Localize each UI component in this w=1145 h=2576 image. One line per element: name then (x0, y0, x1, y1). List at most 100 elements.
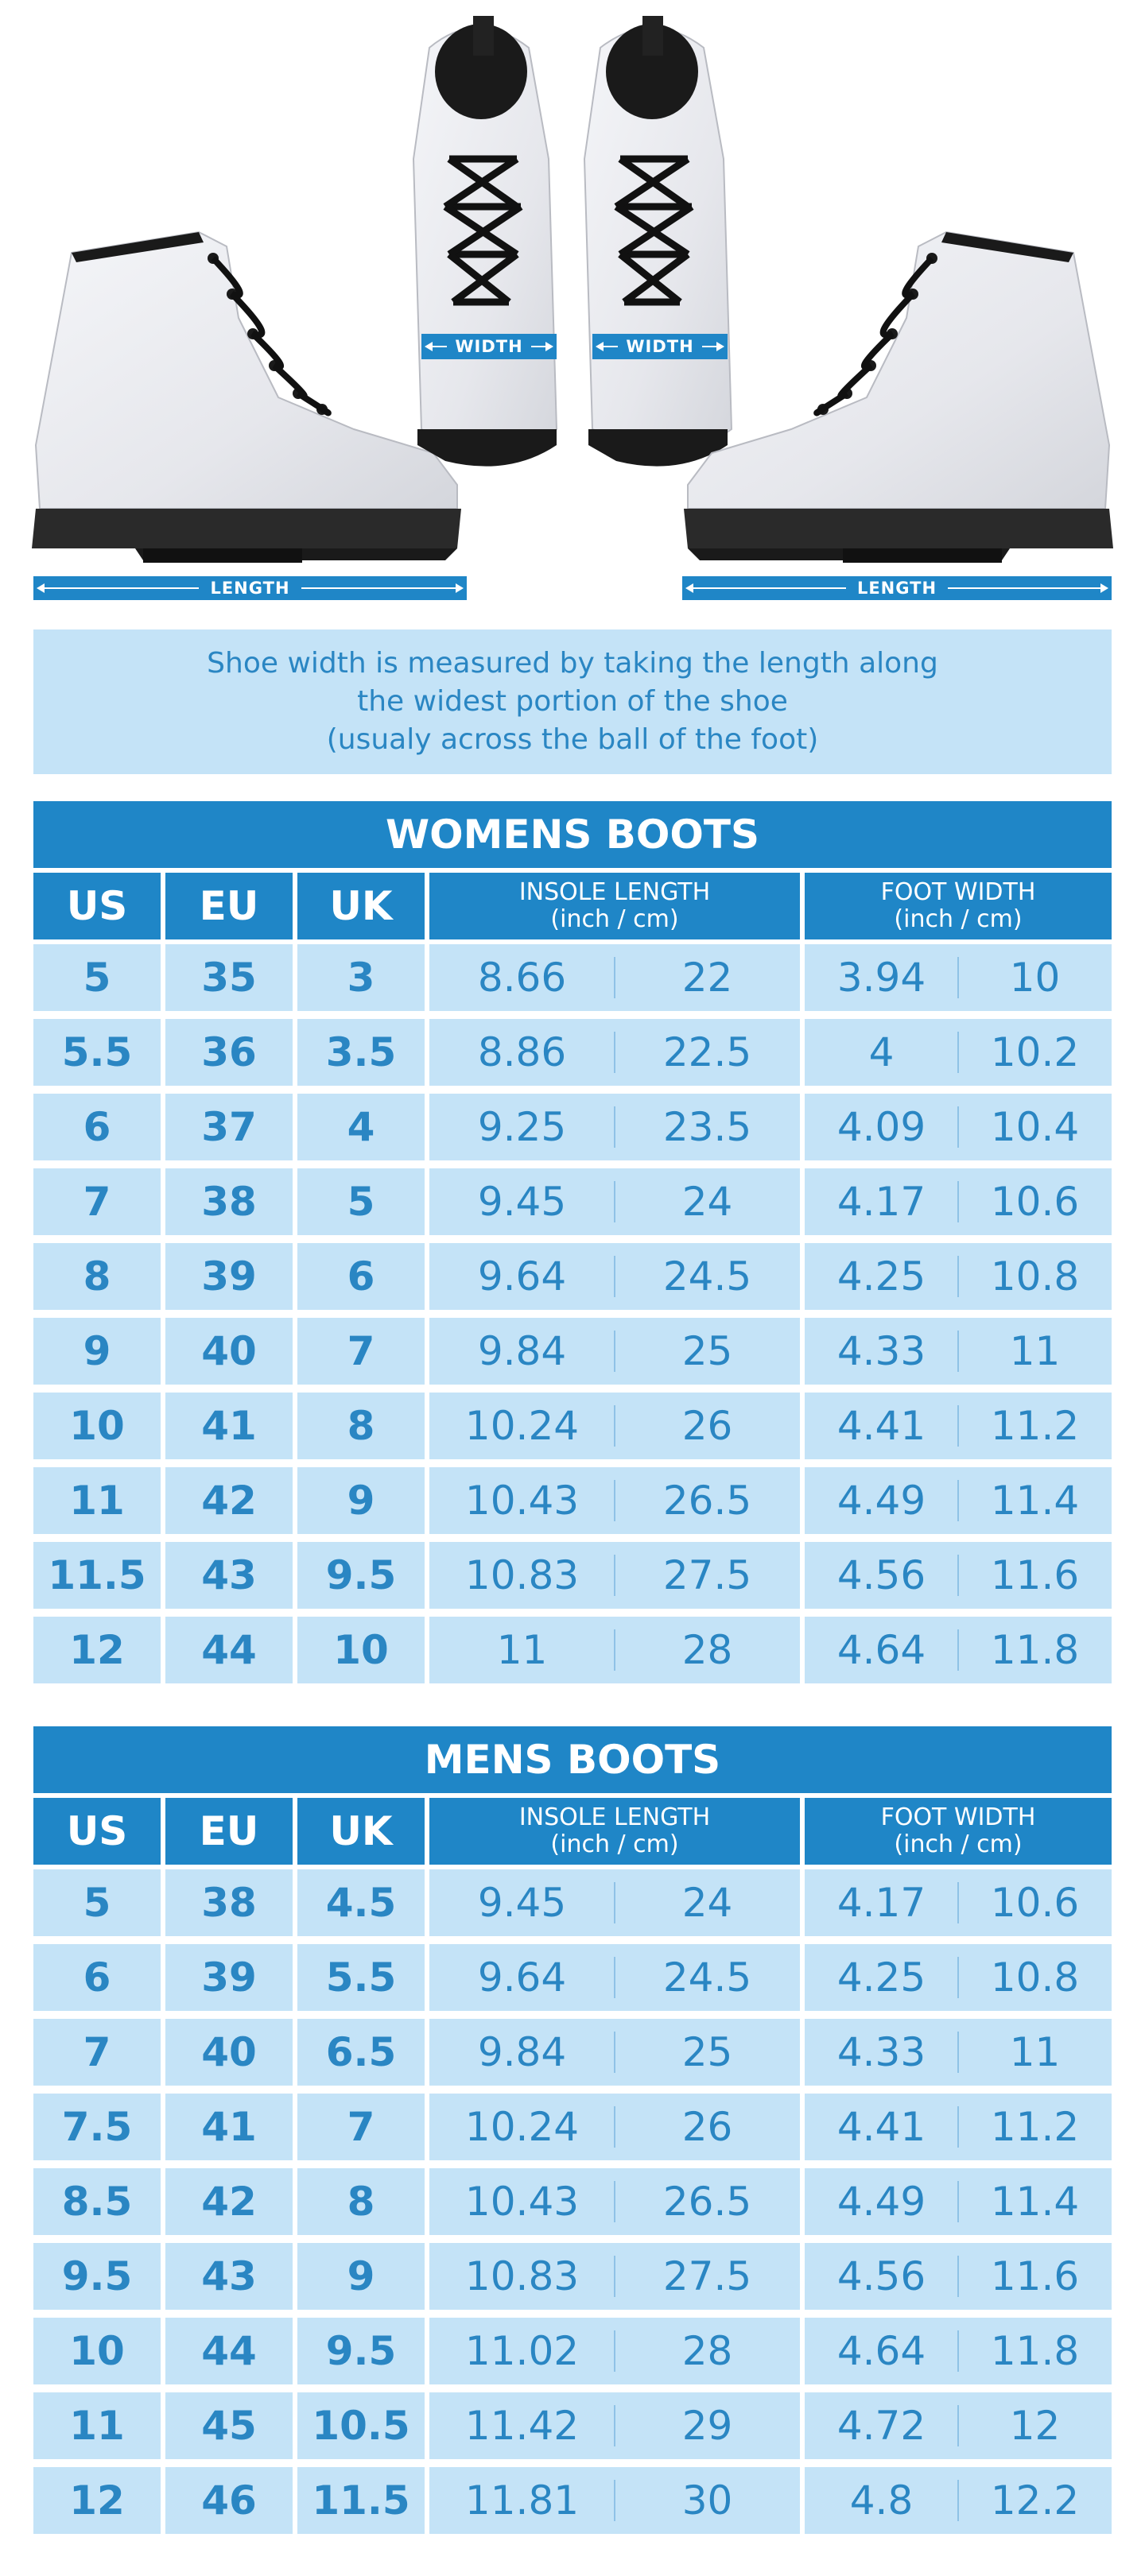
insole-inch: 11.42 (464, 2403, 580, 2449)
column-header-unit: (inch / cm) (894, 1830, 1023, 1858)
insole-cm: 26.5 (662, 2179, 752, 2225)
eu-size-cell: 42 (165, 1467, 293, 1534)
foot-cm: 11 (1009, 2029, 1061, 2075)
foot-cm: 11.6 (990, 1552, 1080, 1598)
foot-cm: 11.8 (990, 1627, 1080, 1673)
eu-size-cell: 39 (165, 1243, 293, 1310)
table-header-row: US EU UK INSOLE LENGTH (inch / cm) FOOT WIDTH… (33, 1798, 1112, 1865)
foot-cm: 10.6 (990, 1179, 1080, 1225)
foot-cell: 4.33 11 (805, 1318, 1112, 1385)
front-boot-right (583, 16, 733, 467)
width-indicator-right: WIDTH (592, 334, 728, 359)
column-header-eu: EU (165, 873, 293, 939)
length-label: LENGTH (199, 579, 301, 598)
table-row: 6 39 5.5 9.64 24.5 4.25 10.8 (33, 1944, 1112, 2011)
foot-cm: 11.4 (990, 1478, 1080, 1524)
us-size-cell: 7 (33, 1168, 161, 1235)
insole-inch: 8.86 (477, 1029, 567, 1075)
us-size-cell: 5.5 (33, 1019, 161, 1086)
insole-cm: 28 (681, 1627, 733, 1673)
foot-cell: 4.72 12 (805, 2392, 1112, 2459)
insole-inch: 10.24 (464, 1403, 580, 1449)
us-size-cell: 12 (33, 2467, 161, 2534)
uk-size-cell: 8 (297, 1393, 425, 1459)
us-size-cell: 12 (33, 1617, 161, 1683)
table-title: WOMENS BOOTS (33, 801, 1112, 868)
table-row: 5 38 4.5 9.45 24 4.17 10.6 (33, 1869, 1112, 1936)
us-size-cell: 7 (33, 2019, 161, 2086)
column-header-us: US (33, 873, 161, 939)
foot-inch: 4.17 (836, 1179, 926, 1225)
insole-cm: 24.5 (662, 1954, 752, 2001)
width-label: WIDTH (618, 337, 702, 356)
column-header-foot: FOOT WIDTH (inch / cm) (805, 873, 1112, 939)
foot-cell: 4 10.2 (805, 1019, 1112, 1086)
table-row: 7.5 41 7 10.24 26 4.41 11.2 (33, 2094, 1112, 2160)
foot-cell: 4.41 11.2 (805, 1393, 1112, 1459)
insole-cell: 9.45 24 (429, 1869, 800, 1936)
column-header-insole: INSOLE LENGTH (inch / cm) (429, 1798, 800, 1865)
us-size-cell: 9.5 (33, 2243, 161, 2310)
insole-inch: 11.81 (464, 2477, 580, 2524)
insole-cell: 10.24 26 (429, 2094, 800, 2160)
us-size-cell: 8 (33, 1243, 161, 1310)
column-header-unit: (inch / cm) (550, 1830, 679, 1858)
uk-size-cell: 7 (297, 2094, 425, 2160)
cell-divider (614, 1256, 615, 1297)
foot-cell: 4.8 12.2 (805, 2467, 1112, 2534)
cell-divider (614, 2181, 615, 2222)
table-row: 10 41 8 10.24 26 4.41 11.2 (33, 1393, 1112, 1459)
cell-divider (957, 2032, 959, 2073)
foot-inch: 4.25 (836, 1954, 926, 2001)
cell-divider (957, 2405, 959, 2446)
foot-inch: 4.33 (836, 2029, 926, 2075)
foot-cm: 11.2 (990, 2104, 1080, 2150)
us-size-cell: 5 (33, 1869, 161, 1936)
insole-inch: 9.45 (477, 1880, 567, 1926)
column-header-uk: UK (297, 873, 425, 939)
insole-cell: 9.64 24.5 (429, 1944, 800, 2011)
insole-cm: 22.5 (662, 1029, 752, 1075)
cell-divider (957, 1331, 959, 1372)
table-header-row: US EU UK INSOLE LENGTH (inch / cm) FOOT WIDTH… (33, 873, 1112, 939)
foot-cm: 12 (1009, 2403, 1061, 2449)
insole-cm: 23.5 (662, 1104, 752, 1150)
foot-inch: 4 (868, 1029, 895, 1075)
column-header-foot: FOOT WIDTH (inch / cm) (805, 1798, 1112, 1865)
table-row: 8 39 6 9.64 24.5 4.25 10.8 (33, 1243, 1112, 1310)
foot-inch: 4.64 (836, 2328, 926, 2374)
insole-cm: 26 (681, 1403, 733, 1449)
insole-cm: 24.5 (662, 1253, 752, 1300)
cell-divider (957, 1629, 959, 1671)
table-row: 11 45 10.5 11.42 29 4.72 12 (33, 2392, 1112, 2459)
us-size-cell: 8.5 (33, 2168, 161, 2235)
table-row: 5.5 36 3.5 8.86 22.5 4 10.2 (33, 1019, 1112, 1086)
insole-cm: 25 (681, 2029, 733, 2075)
foot-inch: 4.64 (836, 1627, 926, 1673)
cell-divider (957, 1405, 959, 1447)
table-row: 8.5 42 8 10.43 26.5 4.49 11.4 (33, 2168, 1112, 2235)
eu-size-cell: 44 (165, 2318, 293, 2384)
cell-divider (957, 2330, 959, 2372)
uk-size-cell: 5.5 (297, 1944, 425, 2011)
uk-size-cell: 9.5 (297, 2318, 425, 2384)
eu-size-cell: 39 (165, 1944, 293, 2011)
right-side-boot (684, 230, 1113, 563)
cell-divider (614, 1181, 615, 1222)
insole-cm: 24 (681, 1179, 733, 1225)
insole-inch: 10.43 (464, 2179, 580, 2225)
foot-cm: 11.4 (990, 2179, 1080, 2225)
foot-inch: 4.09 (836, 1104, 926, 1150)
insole-inch: 10.24 (464, 2104, 580, 2150)
foot-cm: 10.8 (990, 1954, 1080, 2001)
insole-cell: 10.43 26.5 (429, 1467, 800, 1534)
cell-divider (614, 1555, 615, 1596)
foot-inch: 4.49 (836, 2179, 926, 2225)
cell-divider (957, 1181, 959, 1222)
cell-divider (614, 957, 615, 998)
table-row: 9.5 43 9 10.83 27.5 4.56 11.6 (33, 2243, 1112, 2310)
cell-divider (614, 2330, 615, 2372)
length-indicator-right: LENGTH (682, 576, 1112, 600)
foot-inch: 4.17 (836, 1880, 926, 1926)
insole-inch: 9.84 (477, 1328, 567, 1374)
